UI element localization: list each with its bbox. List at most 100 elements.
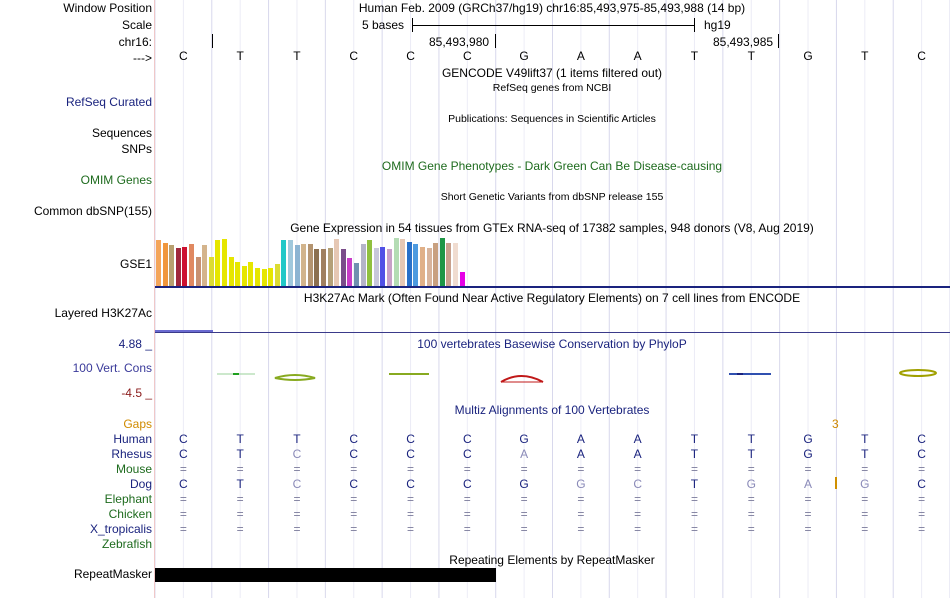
multiz-species-label[interactable]: Human [113, 432, 152, 446]
multiz-species-label[interactable]: Rhesus [111, 447, 152, 461]
gtex-bar[interactable] [420, 247, 425, 286]
gtex-bar[interactable] [327, 248, 333, 286]
multiz-base: A [804, 477, 813, 491]
gtex-bar[interactable] [301, 244, 307, 286]
gtex-bar[interactable] [189, 244, 194, 286]
h3k27ac-label[interactable]: Layered H3K27Ac [54, 306, 152, 320]
repeatmasker-title[interactable]: Repeating Elements by RepeatMasker [449, 553, 655, 567]
cons-title[interactable]: 100 vertebrates Basewise Conservation by… [417, 337, 687, 351]
multiz-base: G [519, 432, 529, 446]
gtex-bar[interactable] [202, 245, 208, 286]
multiz-species-label[interactable]: Elephant [104, 492, 152, 506]
gtex-bar[interactable] [288, 240, 293, 286]
sequences-label[interactable]: Sequences [91, 126, 152, 140]
ruler-pos-2: 85,493,985 [713, 35, 774, 49]
gtex-bar[interactable] [215, 240, 221, 286]
gtex-bar[interactable] [387, 249, 392, 286]
gtex-bar[interactable] [281, 240, 287, 286]
dbsnp-title[interactable]: Short Genetic Variants from dbSNP releas… [440, 191, 664, 203]
multiz-base: C [406, 432, 415, 446]
window-position-value[interactable]: Human Feb. 2009 (GRCh37/hg19) chr16:85,4… [358, 1, 746, 15]
multiz-base: = [293, 492, 301, 506]
gtex-bar[interactable] [307, 244, 313, 286]
multiz-base: C [292, 477, 302, 491]
gtex-bar[interactable] [261, 269, 267, 286]
multiz-base: = [747, 507, 755, 521]
omim-title[interactable]: OMIM Gene Phenotypes - Dark Green Can Be… [381, 159, 723, 173]
multiz-species-label[interactable]: X_tropicalis [89, 522, 152, 536]
scale-bar-left-tick [412, 18, 413, 32]
gtex-bar[interactable] [354, 263, 359, 286]
gtex-bar[interactable] [235, 262, 241, 286]
gtex-bar[interactable] [175, 248, 181, 286]
gencode-title[interactable]: GENCODE V49lift37 (1 items filtered out) [441, 66, 663, 80]
gtex-bar[interactable] [294, 245, 300, 286]
gaps-label[interactable]: Gaps [123, 417, 152, 431]
gtex-bar[interactable] [347, 258, 353, 286]
gtex-bar[interactable] [380, 247, 386, 286]
gtex-bar[interactable] [373, 248, 379, 286]
omim-label[interactable]: OMIM Genes [80, 173, 152, 187]
gtex-bar[interactable] [195, 257, 201, 286]
gtex-bar[interactable] [321, 249, 326, 286]
multiz-base: = [293, 507, 301, 521]
gtex-title[interactable]: Gene Expression in 54 tissues from GTEx … [290, 221, 814, 235]
repeatmasker-label[interactable]: RepeatMasker [73, 567, 152, 581]
gtex-bar[interactable] [228, 257, 234, 286]
h3k27ac-baseline [155, 332, 950, 333]
scale-bar [412, 25, 694, 26]
gtex-bar[interactable] [413, 244, 419, 286]
gtex-bar[interactable] [182, 247, 188, 286]
multiz-base: C [917, 447, 926, 461]
gtex-bar[interactable] [156, 240, 161, 286]
h3k27ac-title[interactable]: H3K27Ac Mark (Often Found Near Active Re… [303, 291, 801, 305]
gtex-bar[interactable] [268, 268, 274, 286]
multiz-base: = [236, 492, 244, 506]
gtex-bar[interactable] [248, 262, 254, 286]
gtex-bar[interactable] [426, 248, 432, 286]
gtex-bar[interactable] [208, 257, 214, 286]
gtex-bar[interactable] [446, 243, 452, 286]
gtex-bar[interactable] [255, 268, 260, 286]
publications-title[interactable]: Publications: Sequences in Scientific Ar… [448, 113, 656, 125]
multiz-title[interactable]: Multiz Alignments of 100 Vertebrates [454, 403, 650, 417]
multiz-species-label[interactable]: Chicken [108, 507, 152, 521]
gtex-bar[interactable] [459, 272, 465, 286]
base-letter: G [803, 49, 813, 63]
gtex-bar[interactable] [222, 239, 227, 286]
gtex-bar[interactable] [340, 249, 346, 286]
gtex-bar[interactable] [406, 242, 412, 286]
gtex-bar[interactable] [314, 249, 320, 286]
ruler-tick-2 [778, 34, 779, 48]
gtex-bar[interactable] [241, 266, 247, 286]
gtex-bar-chart[interactable] [155, 237, 535, 286]
multiz-base: = [861, 462, 869, 476]
gtex-bar[interactable] [393, 238, 399, 286]
gtex-bar[interactable] [400, 239, 406, 286]
window-position-label: Window Position [63, 1, 152, 15]
multiz-species-label[interactable]: Mouse [115, 462, 152, 476]
ruler-pos-1: 85,493,980 [429, 35, 490, 49]
gtex-bar[interactable] [334, 239, 340, 286]
gtex-bar[interactable] [439, 238, 445, 286]
multiz-base: C [179, 447, 188, 461]
multiz-species-label[interactable]: Zebrafish [101, 537, 152, 551]
cons-label[interactable]: 100 Vert. Cons [72, 361, 152, 375]
gtex-bar[interactable] [169, 245, 175, 286]
gtex-bar[interactable] [453, 243, 458, 286]
repeatmasker-element[interactable] [155, 568, 496, 582]
gtex-bar[interactable] [360, 244, 366, 286]
dbsnp-label[interactable]: Common dbSNP(155) [33, 204, 152, 218]
refseq-label[interactable]: RefSeq Curated [65, 95, 152, 109]
gtex-bar[interactable] [367, 240, 373, 286]
snps-label[interactable]: SNPs [121, 142, 152, 156]
multiz-species-label[interactable]: Dog [129, 477, 152, 491]
multiz-base: T [690, 432, 699, 446]
gtex-bar[interactable] [433, 243, 439, 286]
gtex-bar[interactable] [162, 243, 168, 286]
gtex-label[interactable]: GSE1 [119, 257, 152, 271]
refseq-title[interactable]: RefSeq genes from NCBI [492, 82, 612, 94]
gtex-bar[interactable] [274, 264, 280, 286]
base-letter: C [406, 49, 415, 63]
